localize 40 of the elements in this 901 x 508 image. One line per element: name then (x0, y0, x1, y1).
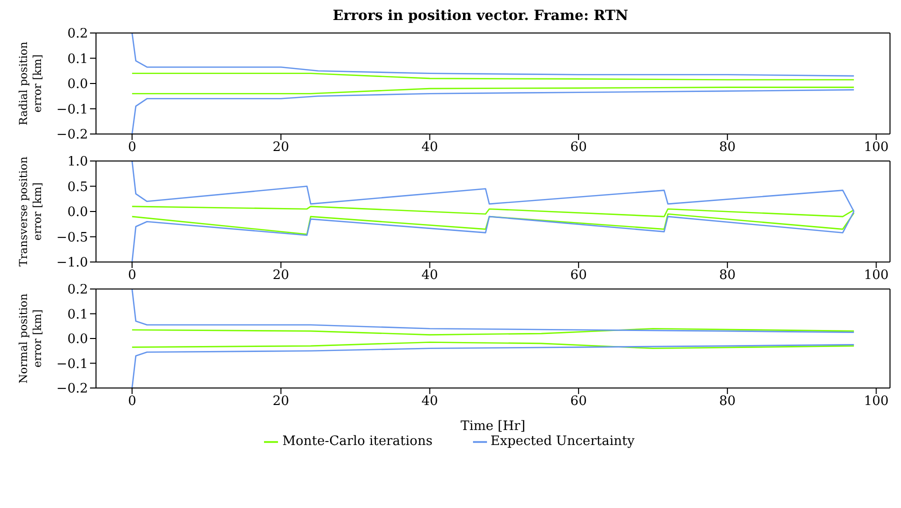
x-tick-label: 0 (128, 140, 136, 156)
x-tick-label: 80 (719, 268, 736, 284)
x-axis-title: Time [Hr] (460, 419, 526, 434)
x-tick-label: 100 (864, 394, 889, 410)
y-tick-label: 0.0 (67, 332, 88, 348)
x-tick-label: 80 (719, 394, 736, 410)
legend-label: Monte-Carlo iterations (282, 434, 433, 449)
y-tick-label: 0.2 (67, 282, 88, 298)
y-tick-label: 0.1 (67, 307, 88, 322)
x-tick-label: 40 (421, 268, 438, 284)
y-tick-label: 0.5 (67, 180, 88, 195)
chart-title: Errors in position vector. Frame: RTN (332, 8, 630, 24)
x-tick-label: 80 (719, 140, 736, 156)
x-tick-label: 20 (272, 140, 290, 156)
y-tick-label: 0.0 (67, 77, 88, 92)
y-tick-label: 0.2 (67, 26, 88, 42)
x-tick-label: 20 (272, 394, 290, 410)
x-tick-label: 60 (570, 394, 587, 410)
y-tick-label: −0.5 (56, 230, 88, 246)
y-tick-label: 1.0 (67, 154, 88, 170)
y-tick-label: 0.0 (67, 205, 88, 220)
y-axis-title: Transverse position error [km] (17, 156, 44, 266)
x-tick-label: 60 (570, 268, 587, 284)
x-tick-label: 40 (421, 394, 438, 410)
y-axis-title: Radial position error [km] (17, 42, 44, 126)
x-tick-label: 100 (864, 140, 889, 156)
x-tick-label: 100 (864, 268, 889, 284)
x-tick-label: 60 (570, 140, 587, 156)
y-tick-label: 0.1 (67, 52, 88, 67)
x-tick-label: 0 (128, 394, 136, 410)
y-tick-label: −0.1 (56, 356, 88, 372)
y-tick-label: −1.0 (56, 256, 88, 271)
x-tick-label: 0 (128, 268, 136, 284)
y-axis-title: Normal position error [km] (17, 294, 44, 384)
y-tick-label: −0.2 (56, 382, 88, 397)
legend-label: Expected Uncertainty (490, 434, 635, 449)
y-tick-label: −0.2 (56, 128, 88, 143)
x-tick-label: 20 (272, 268, 290, 284)
x-tick-label: 40 (421, 140, 438, 156)
y-tick-label: −0.1 (56, 102, 88, 118)
